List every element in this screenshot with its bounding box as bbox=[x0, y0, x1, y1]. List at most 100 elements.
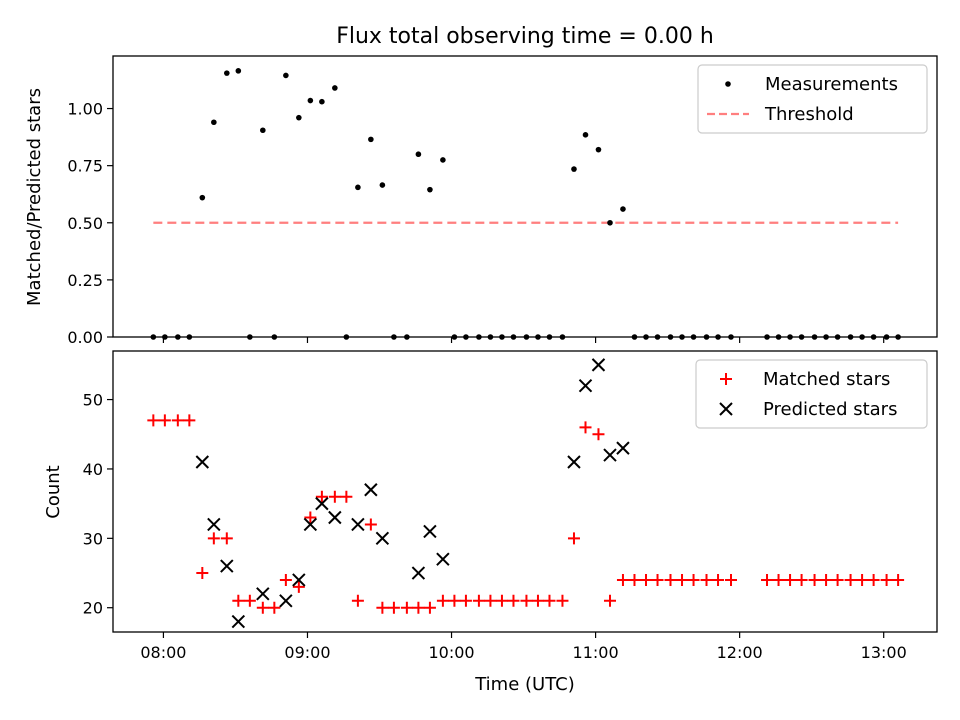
matched-star-point bbox=[640, 573, 653, 586]
matched-star-point bbox=[495, 594, 508, 607]
bottom-ytick-label: 30 bbox=[83, 529, 103, 548]
predicted-star-point bbox=[364, 483, 378, 497]
top-y-axis: 0.00 0.25 0.50 0.75 1.00 bbox=[67, 100, 113, 347]
bottom-ytick-label: 50 bbox=[83, 391, 103, 410]
matched-star-point bbox=[676, 573, 689, 586]
measurement-point bbox=[199, 194, 206, 201]
predicted-legend-marker bbox=[719, 402, 733, 416]
top-ytick-label: 0.00 bbox=[67, 328, 103, 347]
predicted-star-point bbox=[351, 517, 365, 532]
matched-star-point bbox=[412, 601, 425, 614]
matched-star-point bbox=[700, 573, 713, 586]
top-x-ticks bbox=[162, 337, 885, 343]
chart-title: Flux total observing time = 0.00 h bbox=[336, 24, 714, 49]
matched-star-point bbox=[664, 573, 677, 586]
measurement-point bbox=[379, 182, 386, 188]
measurement-point bbox=[571, 166, 577, 172]
bottom-y-axis: 20 30 40 50 bbox=[83, 391, 113, 618]
predicted-star-point bbox=[220, 559, 234, 573]
matched-stars-series bbox=[147, 414, 905, 614]
matched-star-point bbox=[207, 532, 220, 545]
matched-star-point bbox=[304, 511, 317, 524]
x-axis-label: Time (UTC) bbox=[474, 674, 575, 695]
predicted-star-point bbox=[231, 614, 246, 629]
matched-star-point bbox=[687, 573, 700, 586]
measurement-point bbox=[415, 151, 422, 158]
matched-star-point bbox=[268, 601, 281, 614]
bottom-y-axis-label: Count bbox=[43, 465, 64, 518]
matched-star-point bbox=[387, 601, 400, 614]
predicted-stars-series bbox=[195, 358, 630, 629]
measurement-point bbox=[368, 136, 374, 143]
xtick-label: 08:00 bbox=[140, 643, 186, 662]
legend-threshold-label: Threshold bbox=[764, 104, 854, 125]
xtick-label: 11:00 bbox=[573, 643, 619, 662]
matched-star-point bbox=[459, 594, 472, 607]
matched-star-point bbox=[158, 414, 171, 427]
matched-star-point bbox=[867, 573, 880, 586]
top-legend-box bbox=[697, 64, 928, 134]
legend-matched-label: Matched stars bbox=[763, 369, 890, 390]
xtick-label: 12:00 bbox=[717, 643, 763, 662]
top-ytick-label: 0.50 bbox=[67, 214, 103, 233]
measurement-point bbox=[440, 157, 446, 163]
matched-star-point bbox=[328, 490, 341, 503]
measurement-point bbox=[307, 97, 314, 104]
predicted-star-point bbox=[315, 496, 329, 511]
measurement-point bbox=[582, 132, 589, 138]
measurement-point bbox=[607, 219, 613, 226]
matched-star-point bbox=[725, 573, 737, 586]
matched-star-point bbox=[772, 573, 785, 586]
measurement-point bbox=[595, 146, 602, 153]
measurements-series bbox=[150, 68, 901, 340]
matched-star-point bbox=[567, 532, 580, 545]
matched-star-point bbox=[484, 594, 497, 607]
predicted-star-point bbox=[303, 517, 318, 532]
top-legend: Measurements Threshold bbox=[697, 64, 928, 134]
matched-star-point bbox=[651, 573, 664, 586]
predicted-star-point bbox=[567, 455, 581, 469]
bottom-ytick-label: 20 bbox=[83, 599, 103, 618]
matched-star-point bbox=[243, 594, 256, 607]
bottom-ytick-label: 40 bbox=[83, 460, 103, 479]
bottom-legend: Matched stars Predicted stars bbox=[695, 359, 928, 429]
matched-star-point bbox=[376, 601, 389, 614]
matched-star-point bbox=[196, 567, 209, 580]
matched-star-point bbox=[171, 414, 184, 427]
matched-star-point bbox=[820, 573, 833, 586]
matched-star-point bbox=[628, 573, 641, 586]
matched-star-point bbox=[856, 573, 869, 586]
matched-star-point bbox=[220, 532, 233, 545]
predicted-star-point bbox=[578, 378, 593, 393]
matched-star-point bbox=[892, 573, 905, 586]
matched-star-point bbox=[784, 573, 797, 586]
matched-star-point bbox=[520, 594, 533, 607]
top-ytick-label: 1.00 bbox=[67, 100, 103, 119]
matched-star-point bbox=[315, 490, 328, 503]
matched-star-point bbox=[795, 573, 808, 586]
predicted-star-point bbox=[616, 441, 630, 455]
predicted-star-point bbox=[436, 552, 450, 566]
matched-star-point bbox=[844, 573, 857, 586]
bottom-legend-box bbox=[695, 359, 928, 429]
matched-star-point bbox=[831, 573, 844, 586]
matched-star-point bbox=[147, 414, 160, 427]
measurement-point bbox=[319, 98, 325, 105]
measurement-point bbox=[332, 85, 338, 91]
xtick-label: 13:00 bbox=[861, 643, 907, 662]
predicted-star-point bbox=[591, 358, 606, 372]
matched-legend-marker bbox=[720, 373, 732, 385]
bottom-axes-frame bbox=[112, 350, 938, 633]
top-ytick-label: 0.75 bbox=[67, 157, 103, 176]
predicted-star-point bbox=[195, 455, 210, 469]
matched-star-point bbox=[351, 594, 364, 607]
matched-star-point bbox=[543, 594, 556, 607]
predicted-star-point bbox=[279, 594, 293, 608]
bottom-x-axis: 08:00 09:00 10:00 11:00 12:00 13:00 bbox=[140, 632, 907, 662]
top-y-axis-label: Matched/Predicted stars bbox=[24, 88, 45, 306]
top-ytick-label: 0.25 bbox=[67, 271, 103, 290]
xtick-label: 09:00 bbox=[284, 643, 330, 662]
xtick-label: 10:00 bbox=[428, 643, 474, 662]
